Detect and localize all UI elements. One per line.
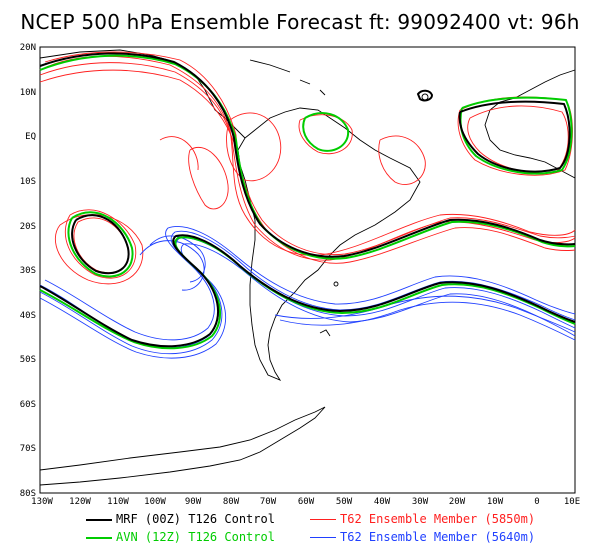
blue-contour-8 xyxy=(274,295,576,333)
coast-antarctica xyxy=(39,406,326,486)
red-contour-9 xyxy=(64,209,137,279)
black-control-north xyxy=(39,52,576,258)
green-control-loop3 xyxy=(459,96,573,175)
legend-label: T62 Ensemble Member (5640m) xyxy=(340,530,536,544)
lat-label: 10S xyxy=(20,177,36,187)
island-b xyxy=(333,281,339,287)
legend-item-mrf: MRF (00Z) T126 Control xyxy=(86,512,275,526)
legend-item-blue-ensemble: T62 Ensemble Member (5640m) xyxy=(310,530,535,544)
lat-label: 30S xyxy=(20,266,36,276)
blue-contour-3 xyxy=(39,243,576,359)
lon-label: 30W xyxy=(412,497,429,507)
lon-label: 60W xyxy=(298,497,315,507)
red-contour-14 xyxy=(378,135,426,185)
black-control-loop3 xyxy=(416,89,434,102)
legend-swatch-green xyxy=(86,536,112,539)
lat-label: 70S xyxy=(20,444,36,454)
blue-contour-4 xyxy=(44,226,576,341)
lat-label: 60S xyxy=(20,400,36,410)
blue-contour-5 xyxy=(149,235,206,283)
lat-label: EQ xyxy=(25,132,36,142)
lon-label: 80W xyxy=(223,497,240,507)
blue-contour-6 xyxy=(139,240,205,291)
lon-label: 120W xyxy=(69,497,91,507)
coast-falklands xyxy=(319,329,331,337)
legend-item-red-ensemble: T62 Ensemble Member (5850m) xyxy=(310,512,535,526)
longitude-labels: 130W 120W 110W 100W 90W 80W 70W 60W 50W … xyxy=(31,497,580,507)
legend-swatch-red xyxy=(310,519,336,520)
lon-label: 130W xyxy=(31,497,53,507)
lon-label: 90W xyxy=(185,497,202,507)
coast-south-america xyxy=(237,107,421,381)
lon-label: 50W xyxy=(336,497,353,507)
lat-label: 10N xyxy=(20,88,36,98)
legend-swatch-blue xyxy=(310,537,336,538)
lat-label: 80S xyxy=(20,489,36,499)
lat-label: 20N xyxy=(20,43,36,53)
blue-contour-7 xyxy=(279,301,576,341)
red-contour-12 xyxy=(188,147,229,210)
legend-label: AVN (12Z) T126 Control xyxy=(116,530,275,544)
coastlines xyxy=(39,49,576,486)
coast-caribbean xyxy=(249,59,326,96)
lon-label: 110W xyxy=(107,497,129,507)
red-contour-13 xyxy=(159,136,199,171)
legend-label: MRF (00Z) T126 Control xyxy=(116,512,275,526)
red-contour-6 xyxy=(298,114,353,155)
latitude-labels: 20N 10N EQ 10S 20S 30S 40S 50S 60S 70S 8… xyxy=(20,43,36,499)
red-contour-5 xyxy=(226,112,282,182)
legend-item-avn: AVN (12Z) T126 Control xyxy=(86,530,275,544)
legend-swatch-black xyxy=(86,518,112,521)
mrf-control-contours xyxy=(39,52,576,348)
red-contour-3 xyxy=(44,51,576,256)
lon-label: 40W xyxy=(374,497,391,507)
red-contour-1 xyxy=(39,55,576,256)
lon-label: 10E xyxy=(564,497,580,507)
red-contour-2 xyxy=(39,62,576,261)
black-control-main xyxy=(39,234,576,348)
coast-africa xyxy=(484,69,576,179)
lat-label: 50S xyxy=(20,355,36,365)
lon-label: 0 xyxy=(534,497,539,507)
green-control-loop1 xyxy=(67,211,134,278)
lon-label: 70W xyxy=(260,497,277,507)
lon-label: 10W xyxy=(487,497,504,507)
black-control-loop1 xyxy=(71,214,130,275)
legend-label: T62 Ensemble Member (5850m) xyxy=(340,512,536,526)
map-title: NCEP 500 hPa Ensemble Forecast ft: 99092… xyxy=(20,10,580,34)
lon-label: 100W xyxy=(144,497,166,507)
lat-label: 20S xyxy=(20,222,36,232)
black-control-loop2 xyxy=(458,100,571,173)
lat-label: 40S xyxy=(20,311,36,321)
lon-label: 20W xyxy=(449,497,466,507)
green-control-loop2 xyxy=(302,112,350,152)
